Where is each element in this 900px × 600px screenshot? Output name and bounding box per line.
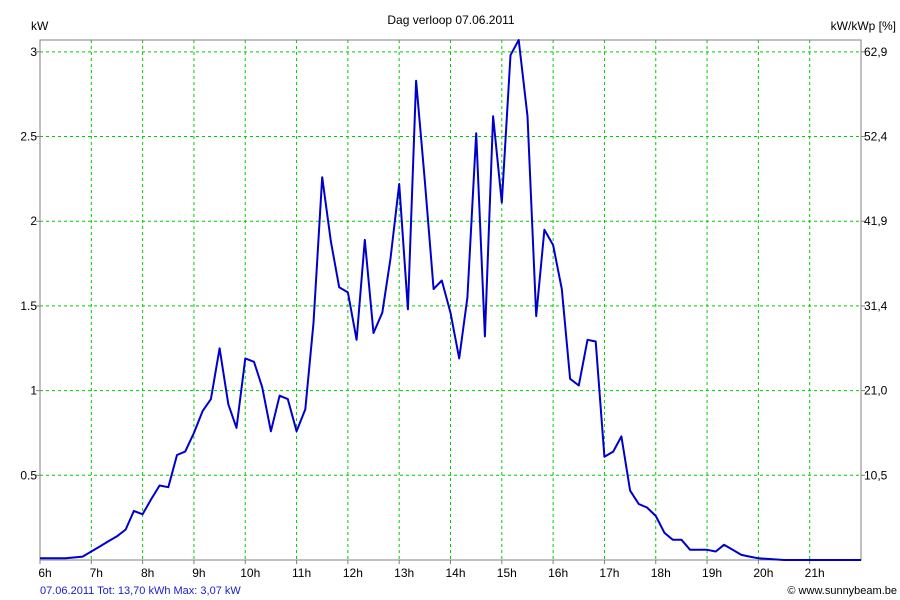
x-tick-label: 17h <box>599 566 619 580</box>
y-tick-label-right: 31,4 <box>864 299 888 313</box>
x-tick-label: 21h <box>805 566 825 580</box>
x-tick-label: 15h <box>497 566 517 580</box>
y-tick-label-left: 0.5 <box>20 468 37 482</box>
y-tick-label-right: 62,9 <box>864 45 888 59</box>
x-tick-label: 13h <box>394 566 414 580</box>
grid-lines <box>40 40 861 560</box>
y-tick-label-right: 10,5 <box>864 468 888 482</box>
footer-credit: © www.sunnybeam.be <box>787 585 897 597</box>
y-axis-right-label: kW/kWp [%] <box>831 19 896 33</box>
y-tick-label-left: 1.5 <box>20 299 37 313</box>
x-tick-label: 9h <box>192 566 205 580</box>
x-tick-label: 18h <box>651 566 671 580</box>
power-series-line <box>40 39 861 561</box>
x-tick-label: 20h <box>753 566 773 580</box>
chart-title: Dag verloop 07.06.2011 <box>387 13 515 27</box>
x-tick-label: 16h <box>548 566 568 580</box>
y-tick-label-left: 3 <box>30 45 37 59</box>
x-tick-label: 11h <box>292 566 311 580</box>
x-tick-label: 6h <box>38 566 51 580</box>
x-tick-label: 19h <box>702 566 722 580</box>
x-tick-label: 14h <box>445 566 465 580</box>
footer-summary: 07.06.2011 Tot: 13,70 kWh Max: 3,07 kW <box>40 585 241 597</box>
y-tick-label-left: 1 <box>30 384 37 398</box>
y-axis-left-ticks: 0.5 1 1.5 2 2.5 3 <box>20 45 40 482</box>
x-tick-label: 10h <box>240 566 260 580</box>
x-tick-label: 12h <box>343 566 363 580</box>
y-tick-label-right: 21,0 <box>864 384 888 398</box>
y-tick-label-right: 41,9 <box>864 214 888 228</box>
y-tick-label-left: 2 <box>30 214 37 228</box>
x-axis-ticks: 6h 7h 8h 9h 10h 11h 12h 13h 14h 15h 16h 17h 18h 19h 20… <box>38 560 825 580</box>
y-axis-left-label: kW <box>31 19 49 33</box>
x-tick-label: 7h <box>90 566 103 580</box>
series-group <box>40 39 861 561</box>
y-tick-label-right: 52,4 <box>864 130 888 144</box>
x-tick-label: 8h <box>141 566 154 580</box>
y-axis-right-ticks: 10,5 21,0 31,4 41,9 52,4 62,9 <box>861 45 888 482</box>
y-tick-label-left: 2.5 <box>20 130 37 144</box>
